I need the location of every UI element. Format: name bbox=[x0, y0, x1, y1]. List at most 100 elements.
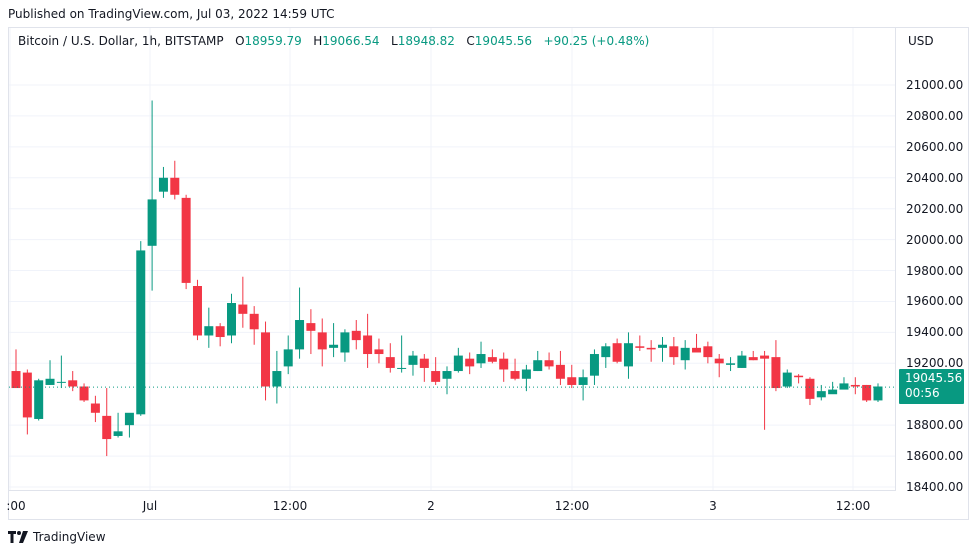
candle-body bbox=[238, 304, 248, 314]
candle-body bbox=[419, 358, 429, 368]
candle-body bbox=[748, 357, 758, 361]
time-tick-label: Jul bbox=[142, 499, 158, 513]
symbol-title[interactable]: Bitcoin / U.S. Dollar, 1h, BITSTAMP bbox=[18, 34, 224, 48]
close-value: 19045.56 bbox=[474, 34, 533, 48]
last-price-badge: 19045.56 00:56 bbox=[899, 369, 964, 404]
candle-body bbox=[136, 250, 146, 415]
candle-body bbox=[782, 372, 792, 387]
currency-label: USD bbox=[908, 34, 934, 48]
candle-body bbox=[703, 346, 713, 358]
price-tick-label: 19400.00 bbox=[906, 325, 964, 340]
candle-body bbox=[351, 330, 361, 341]
candle-body bbox=[22, 372, 32, 418]
chart-frame bbox=[8, 27, 969, 520]
candle-body bbox=[45, 378, 55, 385]
candle-body bbox=[340, 332, 350, 353]
candle-body bbox=[714, 358, 724, 364]
candle-body bbox=[192, 286, 202, 336]
time-tick-label: 2 bbox=[427, 499, 435, 513]
candle-body bbox=[805, 378, 815, 399]
candle-body bbox=[90, 403, 100, 413]
candle-body bbox=[249, 313, 259, 330]
time-axis-divider bbox=[9, 490, 895, 491]
candle-body bbox=[680, 347, 690, 361]
tradingview-logo-icon bbox=[8, 531, 28, 543]
price-tick-label: 20200.00 bbox=[906, 201, 964, 216]
low-value: 18948.82 bbox=[397, 34, 455, 48]
candle-body bbox=[442, 371, 452, 379]
candle-body bbox=[737, 355, 747, 368]
candle-body bbox=[79, 386, 89, 401]
last-price-value: 19045.56 bbox=[905, 371, 963, 385]
candle-body bbox=[873, 386, 883, 401]
candle-body bbox=[272, 371, 282, 387]
bar-countdown: 00:56 bbox=[905, 386, 940, 400]
candle-body bbox=[408, 355, 418, 365]
price-tick-label: 20000.00 bbox=[906, 232, 964, 247]
candle-body bbox=[283, 349, 293, 367]
candle-body bbox=[261, 332, 271, 387]
candle-body bbox=[34, 380, 44, 419]
price-tick-label: 20600.00 bbox=[906, 139, 964, 154]
time-tick-label: 12:00 bbox=[835, 499, 871, 513]
candle-body bbox=[465, 358, 475, 367]
candle-body bbox=[499, 358, 509, 370]
candle-body bbox=[68, 380, 78, 387]
high-label: H bbox=[313, 34, 323, 48]
candle-body bbox=[124, 412, 134, 426]
candle-body bbox=[510, 371, 520, 379]
time-tick-label: :00 bbox=[6, 499, 26, 513]
candle-body bbox=[317, 332, 327, 350]
candle-body bbox=[862, 384, 872, 401]
candle-body bbox=[794, 375, 804, 378]
published-caption: Published on TradingView.com, Jul 03, 20… bbox=[8, 7, 335, 21]
price-tick-label: 20400.00 bbox=[906, 170, 964, 185]
price-axis-divider bbox=[895, 28, 896, 491]
change-value: +90.25 (+0.48%) bbox=[543, 34, 650, 48]
candle-body bbox=[363, 335, 373, 355]
candle-body bbox=[567, 377, 577, 385]
time-tick-label: 12:00 bbox=[554, 499, 590, 513]
price-tick-label: 20800.00 bbox=[906, 108, 964, 123]
candle-body bbox=[487, 357, 497, 362]
candle-body bbox=[431, 371, 441, 382]
candle-body bbox=[204, 326, 214, 336]
candle-body bbox=[669, 346, 679, 358]
time-tick-label: 3 bbox=[709, 499, 717, 513]
price-tick-label: 21000.00 bbox=[906, 78, 964, 92]
candle-body bbox=[839, 383, 849, 390]
open-value: 18959.79 bbox=[244, 34, 302, 48]
candle-body bbox=[147, 199, 157, 246]
candle-body bbox=[816, 391, 826, 398]
candle-body bbox=[646, 347, 656, 350]
candle-body bbox=[771, 357, 781, 389]
close-label: C bbox=[466, 34, 475, 48]
footer-brand: TradingView bbox=[8, 530, 106, 544]
price-tick-label: 19200.00 bbox=[906, 356, 964, 371]
time-tick-label: 12:00 bbox=[272, 499, 308, 513]
high-value: 19066.54 bbox=[322, 34, 380, 48]
candle-body bbox=[533, 360, 543, 372]
price-tick-label: 18800.00 bbox=[906, 418, 964, 433]
candle-body bbox=[635, 346, 645, 348]
candle-body bbox=[623, 343, 633, 367]
candle-body bbox=[215, 326, 225, 338]
candle-body bbox=[306, 323, 316, 331]
candle-body bbox=[578, 377, 588, 385]
price-tick-label: 18600.00 bbox=[906, 449, 964, 464]
price-tick-label: 19600.00 bbox=[906, 294, 964, 309]
price-tick-label: 18400.00 bbox=[906, 480, 964, 494]
candle-body bbox=[329, 344, 339, 348]
candle-body bbox=[544, 360, 554, 367]
candle-body bbox=[850, 384, 860, 387]
candle-body bbox=[158, 177, 168, 192]
candle-body bbox=[828, 389, 838, 395]
candle-body bbox=[453, 355, 463, 372]
candle-body bbox=[397, 367, 407, 369]
candle-body bbox=[601, 346, 611, 358]
price-tick-label: 19800.00 bbox=[906, 263, 964, 278]
candle-body bbox=[521, 369, 531, 379]
candle-body bbox=[227, 303, 236, 336]
candle-body bbox=[170, 177, 180, 195]
